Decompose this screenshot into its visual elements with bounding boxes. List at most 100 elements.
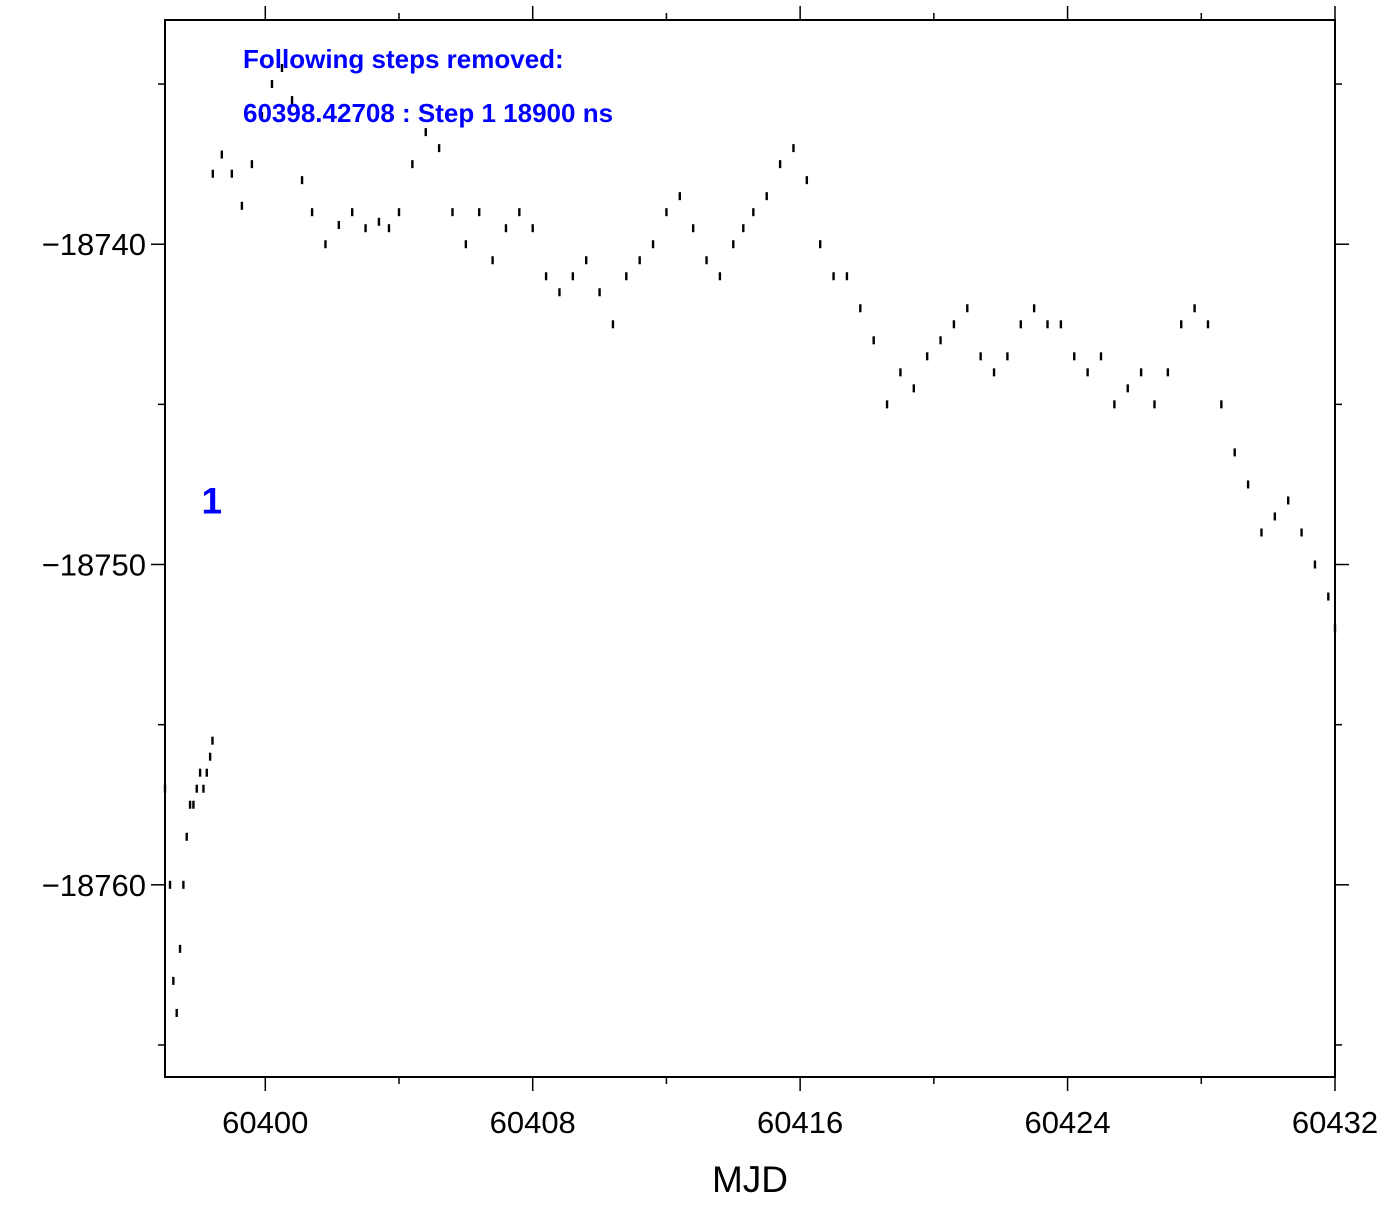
data-point-before-step [195,784,198,793]
data-point-after-step [1046,320,1049,329]
data-point-after-step [1180,320,1183,329]
data-point-before-step [175,1008,178,1017]
data-point-after-step [1327,592,1330,601]
y-tick-label: −18750 [42,548,146,583]
step-detail-note: 60398.42708 : Step 1 18900 ns [243,98,613,128]
data-point-before-step [168,880,172,889]
data-point-after-step [424,128,427,137]
data-point-after-step [1193,304,1196,313]
plot-frame [164,19,1336,1078]
data-point-after-step [638,256,641,265]
data-point-after-step [230,169,234,178]
data-point-after-step [1099,352,1103,361]
x-tick-label: 60424 [1024,1105,1110,1140]
data-point-after-step [1233,448,1236,457]
x-axis-title: MJD [712,1159,788,1200]
data-point-after-step [504,224,508,233]
data-point-after-step [765,192,768,201]
data-point-after-step [324,240,327,249]
data-point-after-step [280,64,284,73]
x-tick-label: 60432 [1292,1105,1378,1140]
data-point-after-step [885,400,889,409]
data-point-after-step [1300,528,1303,537]
data-point-after-step [571,272,575,281]
data-point-before-step [188,800,192,809]
data-point-after-step [544,272,548,281]
data-point-after-step [832,272,835,281]
tick-labels-layer: 60400 60408 60416 60424 60432 −18740 −18750 −18… [42,227,1378,1140]
data-point-before-step [178,944,182,953]
x-tick-label: 60408 [490,1105,576,1140]
data-point-after-step [819,240,822,249]
data-point-after-step [1059,320,1063,329]
data-point-after-step [300,176,304,185]
data-point-after-step [966,304,969,313]
data-point-after-step [1246,480,1250,489]
data-point-after-step [518,208,521,217]
data-point-after-step [792,144,795,153]
data-point-after-step [1019,320,1022,329]
data-point-before-step [185,832,188,841]
data-point-before-step [202,784,205,793]
step-marker-label: 1 [202,480,223,521]
data-point-after-step [310,208,314,217]
data-point-after-step [872,336,875,345]
data-point-after-step [211,169,215,178]
data-point-after-step [1287,496,1290,505]
data-point-after-step [665,208,668,217]
data-point-after-step [1086,368,1089,377]
data-point-after-step [899,368,902,377]
data-point-after-step [240,201,244,210]
data-point-before-step [208,752,212,761]
data-point-after-step [705,256,708,265]
data-point-after-step [859,304,862,313]
steps-removed-heading: Following steps removed: [243,44,564,74]
data-point-after-step [598,288,601,297]
data-point-after-step [925,352,929,361]
data-point-after-step [805,176,809,185]
data-point-after-step [260,112,264,121]
data-point-after-step [377,217,381,226]
data-point-after-step [491,256,494,265]
data-point-after-step [939,336,942,345]
data-point-after-step [718,272,722,281]
data-point-after-step [1073,352,1076,361]
data-point-after-step [845,272,849,281]
x-tick-label: 60400 [222,1105,308,1140]
data-point-after-step [732,240,735,249]
data-point-after-step [625,272,628,281]
data-point-after-step [1153,400,1156,409]
data-point-after-step [1273,512,1277,521]
data-point-after-step [651,240,655,249]
data-point-after-step [979,352,982,361]
y-tick-label: −18760 [42,868,146,903]
data-point-after-step [397,208,401,217]
data-point-after-step [742,224,745,233]
data-point-after-step [351,208,354,217]
data-point-after-step [992,368,996,377]
data-point-after-step [1166,368,1170,377]
data-point-after-step [290,96,294,105]
data-point-after-step [1139,368,1143,377]
data-point-after-step [752,208,755,217]
data-point-after-step [1006,352,1009,361]
data-point-after-step [437,144,441,153]
y-tick-label: −18740 [42,227,146,262]
data-point-after-step [778,160,782,169]
data-point-after-step [585,256,588,265]
data-points-layer [163,64,1337,1017]
data-point-after-step [558,288,561,297]
data-point-after-step [250,160,254,169]
axis-ticks-layer [151,6,1349,1091]
data-point-after-step [1260,528,1263,537]
x-tick-label: 60416 [757,1105,843,1140]
data-point-after-step [1313,560,1317,569]
data-point-after-step [270,80,274,89]
data-point-before-step [211,736,214,745]
data-point-after-step [220,150,224,159]
data-point-after-step [464,240,468,249]
data-point-after-step [411,160,414,169]
data-point-after-step [691,224,695,233]
